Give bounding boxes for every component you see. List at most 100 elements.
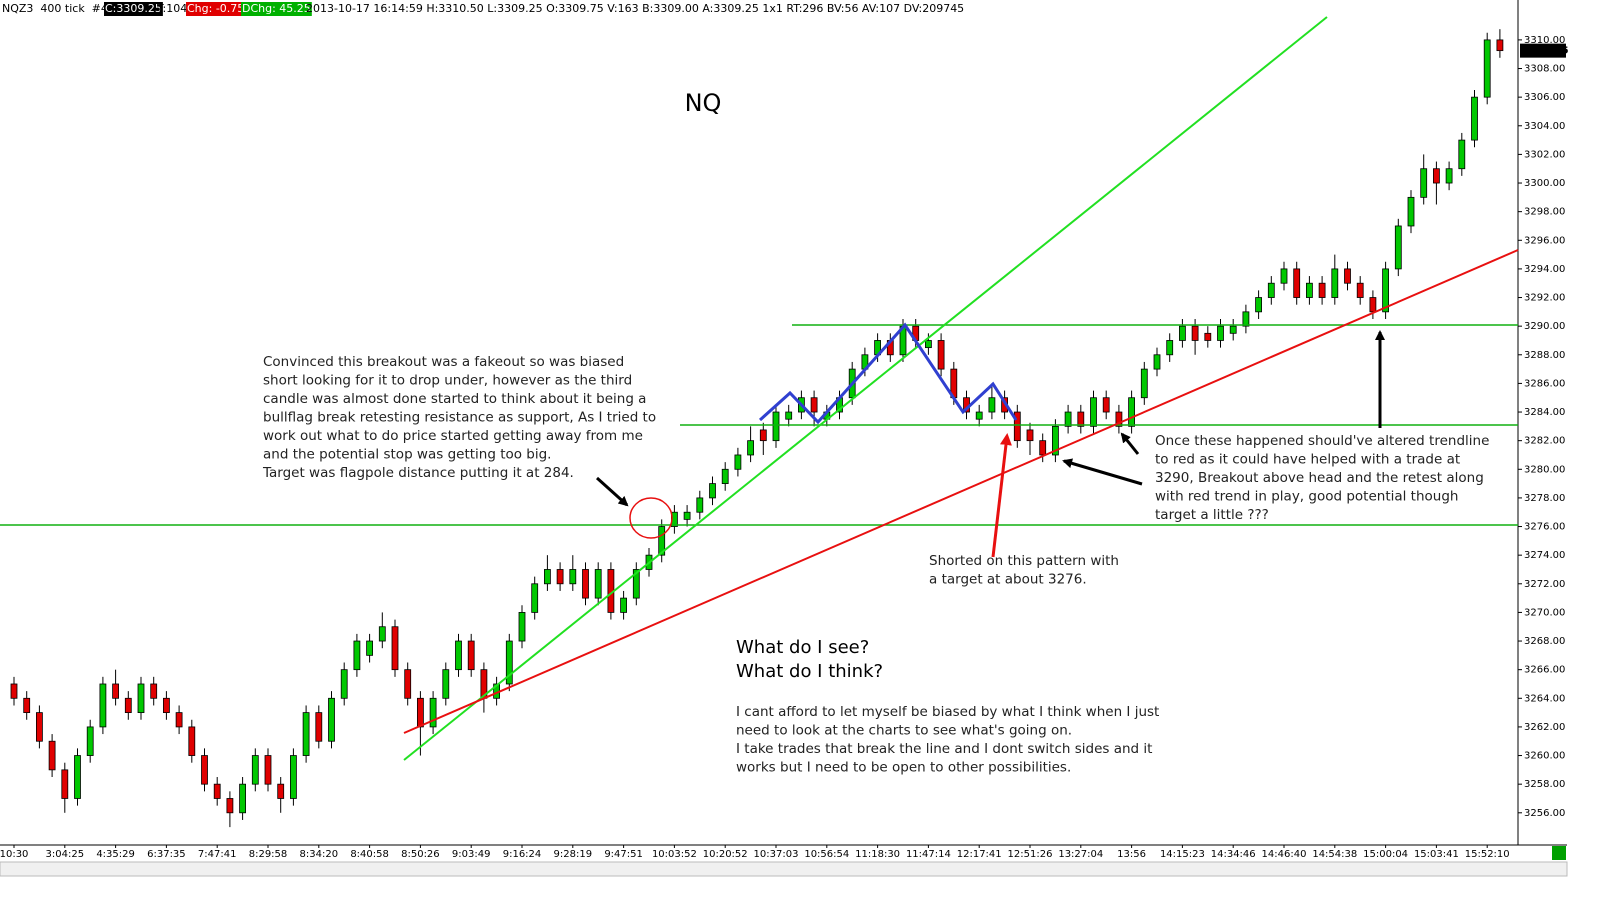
candle-body: [251, 755, 259, 785]
y-tick-label: 3294.00: [1524, 264, 1565, 275]
x-tick-label: 13:27:04: [1058, 849, 1103, 860]
details: 2013-10-17 16:14:59 H:3310.50 L:3309.25 …: [306, 2, 964, 15]
last-price-label: 3309.25: [1523, 46, 1569, 57]
x-tick-label: 13:56: [1117, 849, 1146, 860]
candle-body: [429, 697, 437, 728]
annotation-line: with red trend in play, good potential t…: [1155, 489, 1458, 505]
y-tick-label: 3300.00: [1524, 178, 1565, 189]
candle-body: [1306, 282, 1313, 298]
candle-body: [112, 683, 119, 699]
candle-body: [404, 669, 412, 699]
candle-body: [582, 569, 589, 599]
chart-title: NQ: [685, 89, 722, 117]
candle-body: [937, 340, 945, 370]
candle-body: [1064, 411, 1072, 427]
candle-body: [1090, 397, 1097, 427]
candle-body: [683, 511, 691, 520]
trend-line: [403, 249, 1519, 734]
day-change-value: DChg: 45.25: [242, 2, 311, 15]
y-tick-label: 3306.00: [1524, 92, 1565, 103]
x-tick-label: 11:47:14: [906, 849, 951, 860]
y-tick-label: 3270.00: [1524, 607, 1565, 618]
candle-body: [594, 569, 602, 599]
candle-body: [366, 640, 374, 656]
candle-body: [1420, 168, 1428, 198]
annotation-line: Target was flagpole distance putting it …: [262, 465, 574, 481]
annotation-line: target a little ???: [1155, 507, 1269, 523]
candle-body: [1140, 368, 1148, 399]
candle-body: [975, 411, 983, 420]
candle-body: [531, 583, 539, 613]
candle-body: [1077, 411, 1085, 427]
candle-body: [74, 755, 81, 799]
y-tick-label: 3260.00: [1524, 751, 1565, 762]
candle-body: [391, 626, 399, 671]
candle-body: [1280, 268, 1288, 284]
candle-body: [1242, 311, 1250, 327]
candle-body: [1331, 268, 1339, 298]
x-tick-label: 12:51:26: [1008, 849, 1053, 860]
candle-body: [1013, 411, 1021, 442]
x-tick-label: 8:40:58: [350, 849, 389, 860]
candle-body: [1204, 332, 1212, 341]
x-tick-label: 11:18:30: [855, 849, 900, 860]
candle-body: [1217, 325, 1224, 341]
candle-body: [467, 640, 475, 671]
y-tick-label: 3308.00: [1524, 64, 1565, 75]
candle-body: [1407, 196, 1415, 227]
candle-body: [1433, 168, 1440, 184]
annotation-line: bullflag break retesting resistance as s…: [263, 410, 656, 426]
y-tick-label: 3298.00: [1524, 207, 1565, 218]
scrollbar[interactable]: [0, 861, 1568, 877]
candle-body: [442, 669, 450, 699]
y-tick-label: 3280.00: [1524, 464, 1565, 475]
candle-body: [239, 783, 247, 814]
day-change-box: [241, 2, 312, 16]
candle-body: [1166, 340, 1174, 356]
candle-body: [277, 783, 285, 799]
annotation-line: Convinced this breakout was a fakeout so…: [263, 354, 624, 370]
candle-body: [137, 683, 145, 714]
annotation-line: and the potential stop was getting too b…: [263, 447, 551, 463]
candle-body: [1382, 268, 1389, 313]
tick-count: T:104: [156, 2, 187, 15]
candle-body: [569, 569, 577, 585]
candle-body: [505, 640, 513, 685]
candle-body: [1179, 325, 1186, 341]
x-tick-label: 15:52:10: [1465, 849, 1510, 860]
x-tick-label: 7:47:41: [198, 849, 237, 860]
candle-body: [86, 726, 94, 756]
candle-body: [925, 340, 932, 349]
x-tick-label: 10:03:52: [652, 849, 697, 860]
change-box: [186, 2, 246, 16]
candle-body: [721, 468, 729, 484]
candle-body: [1483, 39, 1491, 98]
candle-body: [1153, 354, 1161, 370]
annotation-line: works but I need to be open to other pos…: [736, 760, 1071, 776]
candle-body: [1293, 268, 1301, 298]
candle-body: [632, 569, 640, 599]
x-tick-label: 3:04:25: [46, 849, 85, 860]
candle-body: [1191, 325, 1199, 341]
candle-body: [709, 483, 716, 499]
x-tick-label: 10:37:03: [754, 849, 799, 860]
candle-body: [1318, 282, 1326, 298]
x-tick-label: 10:56:54: [804, 849, 849, 860]
x-tick-label: 15:00:04: [1363, 849, 1408, 860]
candle-body: [696, 497, 704, 513]
candle-body: [1267, 282, 1275, 298]
annotation-line: a target at about 3276.: [929, 572, 1087, 588]
y-tick-label: 3266.00: [1524, 665, 1565, 676]
y-tick-label: 3256.00: [1524, 808, 1565, 819]
candle-body: [1255, 297, 1262, 313]
candle-body: [556, 569, 564, 585]
candle-body: [1039, 440, 1047, 456]
candle-body: [734, 454, 742, 470]
candle-body: [785, 411, 793, 420]
annotation-line: work out what to do price started gettin…: [263, 428, 643, 444]
candle-body: [1445, 168, 1453, 184]
candle-body: [810, 397, 818, 413]
close-box: [104, 2, 163, 16]
candle-body: [988, 397, 996, 413]
